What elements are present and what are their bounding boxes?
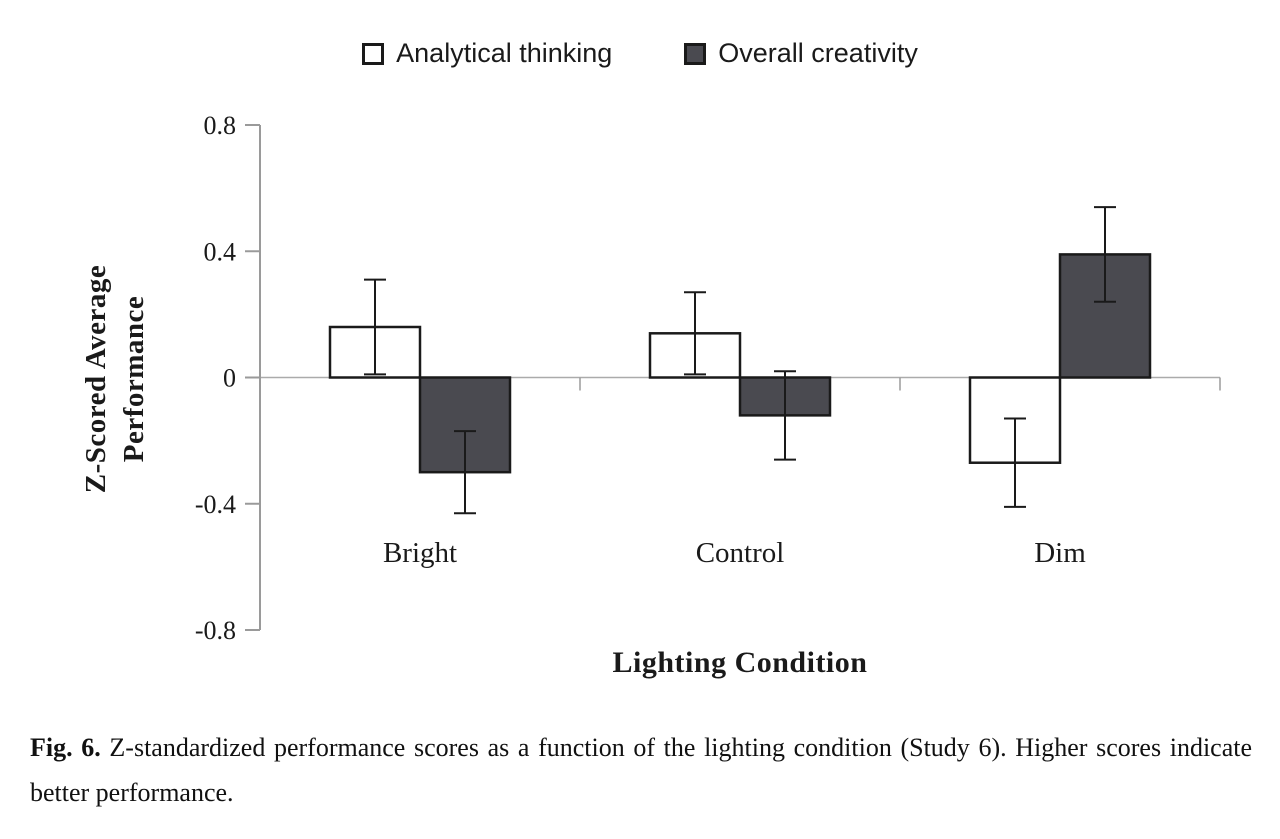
chart-legend: Analytical thinking Overall creativity [0,38,1280,69]
y-tick-label: -0.4 [195,490,236,519]
y-tick-label: -0.8 [195,616,236,645]
legend-swatch-creativity [684,42,707,65]
legend-label-creativity: Overall creativity [718,38,918,68]
category-label: Control [696,537,785,569]
caption-label: Fig. 6. [30,733,101,762]
category-label: Bright [383,537,457,569]
legend-item-analytical: Analytical thinking [362,38,612,69]
x-axis-title: Lighting Condition [612,646,868,679]
legend-swatch-analytical [362,42,385,65]
category-label: Dim [1034,537,1086,569]
caption-body: Z-standardized performance scores as a f… [30,733,1253,807]
figure-caption: Fig. 6. Z-standardized performance score… [30,726,1252,815]
legend-item-creativity: Overall creativity [684,38,918,69]
y-tick-label: 0 [223,364,236,393]
bar-chart: 0.8 0.4 0 -0.4 -0.8 Bright Control Dim [195,111,1221,645]
y-tick-label: 0.4 [204,237,237,266]
y-tick-label: 0.8 [204,111,237,140]
legend-label-analytical: Analytical thinking [396,38,613,68]
